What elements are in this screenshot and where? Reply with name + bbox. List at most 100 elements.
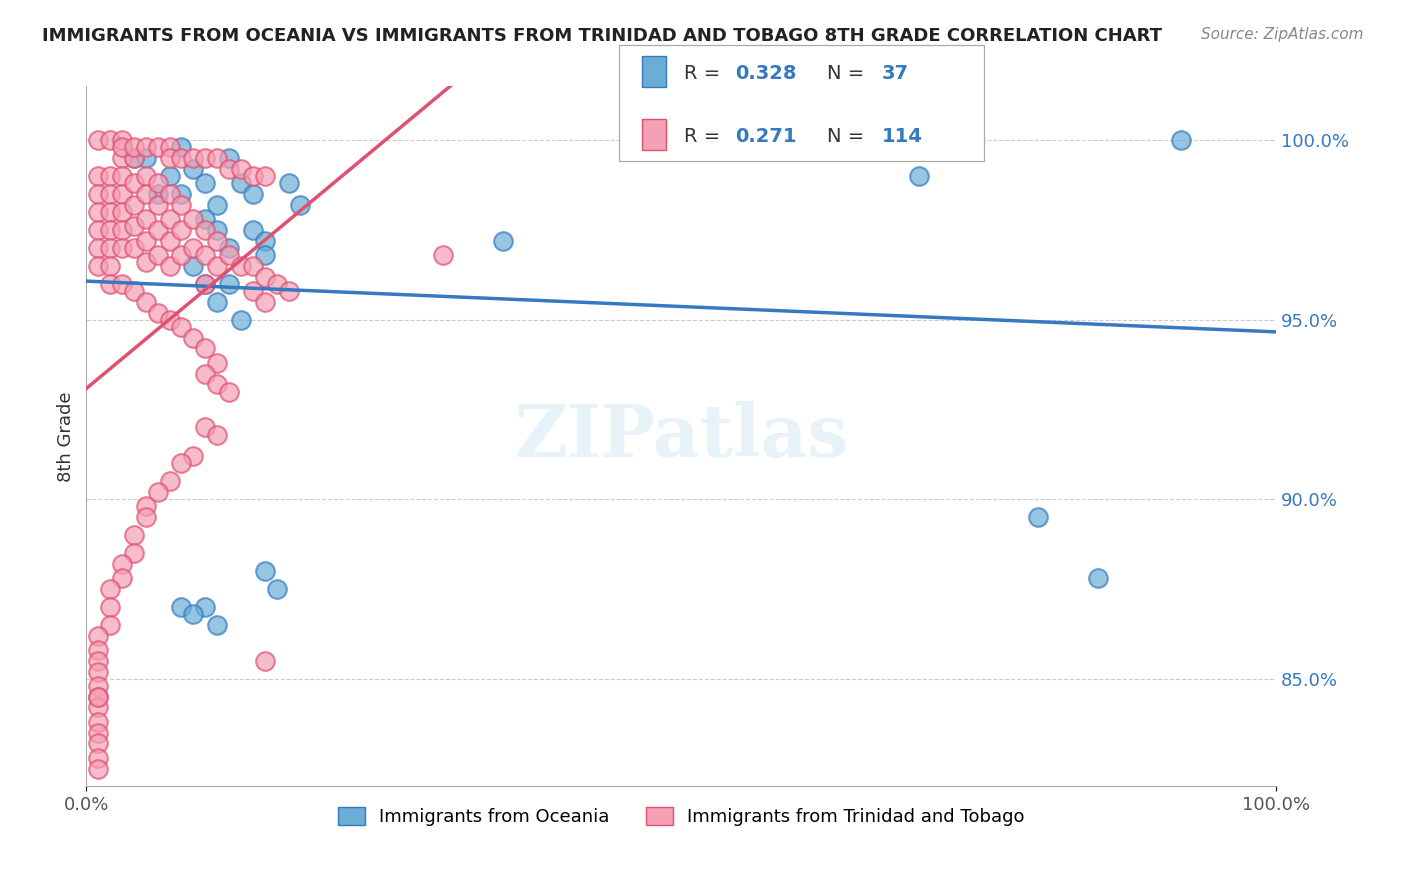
- Point: [170, 248, 193, 262]
- Point: [87, 725, 110, 739]
- Point: [253, 248, 276, 262]
- Point: [111, 571, 134, 585]
- Point: [205, 356, 228, 370]
- Point: [218, 277, 240, 291]
- Text: R =: R =: [685, 64, 727, 83]
- Point: [135, 169, 157, 183]
- Point: [277, 284, 299, 298]
- Point: [111, 223, 134, 237]
- Point: [146, 305, 169, 319]
- Point: [122, 198, 145, 212]
- Point: [266, 582, 288, 596]
- Point: [87, 259, 110, 273]
- Point: [87, 205, 110, 219]
- Point: [135, 294, 157, 309]
- Point: [205, 618, 228, 632]
- Point: [229, 161, 252, 176]
- Point: [194, 248, 217, 262]
- Point: [253, 654, 276, 668]
- Point: [111, 557, 134, 571]
- Point: [242, 259, 264, 273]
- Text: ZIPatlas: ZIPatlas: [515, 401, 848, 472]
- Point: [122, 151, 145, 165]
- Text: IMMIGRANTS FROM OCEANIA VS IMMIGRANTS FROM TRINIDAD AND TOBAGO 8TH GRADE CORRELA: IMMIGRANTS FROM OCEANIA VS IMMIGRANTS FR…: [42, 27, 1163, 45]
- Point: [98, 241, 121, 255]
- Point: [122, 176, 145, 190]
- Point: [229, 176, 252, 190]
- Point: [492, 234, 515, 248]
- Point: [1170, 133, 1192, 147]
- Point: [122, 241, 145, 255]
- Point: [194, 151, 217, 165]
- Point: [87, 714, 110, 729]
- Point: [170, 151, 193, 165]
- Text: N =: N =: [827, 64, 870, 83]
- Point: [122, 140, 145, 154]
- Point: [146, 187, 169, 202]
- Point: [183, 241, 205, 255]
- Point: [194, 277, 217, 291]
- Text: N =: N =: [827, 127, 870, 146]
- Point: [111, 277, 134, 291]
- Point: [205, 151, 228, 165]
- Point: [183, 212, 205, 227]
- Point: [111, 140, 134, 154]
- Point: [111, 241, 134, 255]
- Point: [183, 607, 205, 622]
- Point: [159, 212, 181, 227]
- Point: [122, 219, 145, 234]
- Point: [159, 234, 181, 248]
- Point: [218, 248, 240, 262]
- Point: [205, 377, 228, 392]
- Point: [98, 599, 121, 614]
- Point: [242, 284, 264, 298]
- Point: [159, 169, 181, 183]
- Point: [111, 151, 134, 165]
- Point: [98, 582, 121, 596]
- Point: [111, 133, 134, 147]
- Point: [908, 169, 931, 183]
- Point: [205, 294, 228, 309]
- Point: [183, 161, 205, 176]
- Point: [122, 528, 145, 542]
- Point: [194, 599, 217, 614]
- Point: [205, 234, 228, 248]
- Point: [170, 187, 193, 202]
- Point: [253, 269, 276, 284]
- Point: [159, 151, 181, 165]
- Text: Source: ZipAtlas.com: Source: ZipAtlas.com: [1201, 27, 1364, 42]
- Point: [146, 140, 169, 154]
- Point: [87, 751, 110, 765]
- Point: [146, 248, 169, 262]
- Point: [183, 151, 205, 165]
- Point: [229, 259, 252, 273]
- Point: [87, 133, 110, 147]
- Point: [87, 654, 110, 668]
- Point: [87, 665, 110, 679]
- Point: [253, 564, 276, 578]
- Point: [205, 427, 228, 442]
- Point: [135, 255, 157, 269]
- Point: [87, 679, 110, 693]
- Point: [205, 259, 228, 273]
- Point: [205, 198, 228, 212]
- Point: [253, 294, 276, 309]
- Point: [98, 223, 121, 237]
- Point: [194, 367, 217, 381]
- Point: [87, 629, 110, 643]
- Point: [170, 319, 193, 334]
- Point: [183, 259, 205, 273]
- Point: [146, 176, 169, 190]
- Point: [98, 187, 121, 202]
- Point: [218, 384, 240, 399]
- Point: [218, 161, 240, 176]
- Point: [135, 151, 157, 165]
- Point: [135, 187, 157, 202]
- Point: [266, 277, 288, 291]
- Point: [111, 187, 134, 202]
- Point: [194, 212, 217, 227]
- Point: [205, 223, 228, 237]
- Text: 37: 37: [882, 64, 908, 83]
- Point: [1087, 571, 1109, 585]
- Point: [87, 762, 110, 776]
